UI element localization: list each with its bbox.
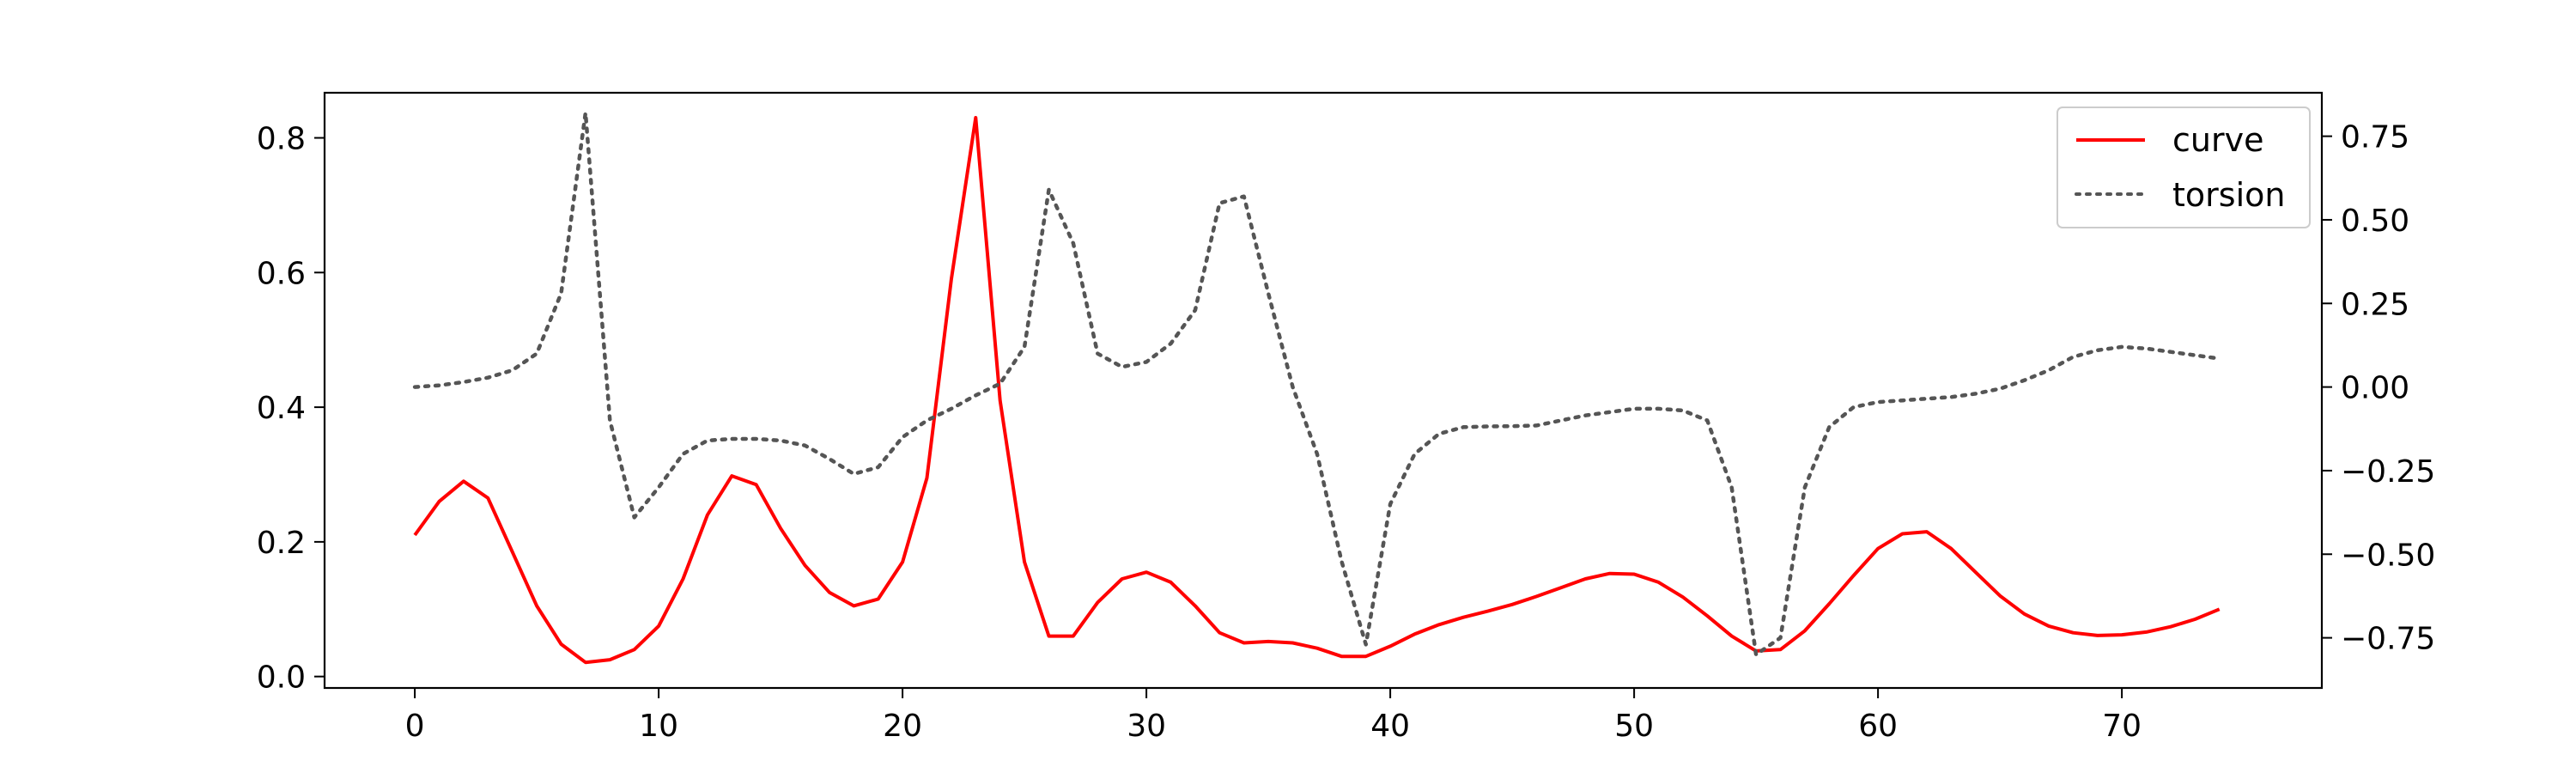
y-tick-label: 0.4	[257, 391, 306, 426]
x-tick-label: 0	[405, 709, 425, 744]
series-layer	[412, 111, 2221, 665]
y2-tick-label: 0.25	[2341, 287, 2409, 322]
series-line-torsion	[412, 111, 2221, 657]
x-axis: 0 10 20 30 40 50 60 70	[405, 688, 2142, 744]
y2-tick-label: 0.75	[2341, 120, 2409, 155]
y-axis-right: −0.75 −0.50 −0.25 0.00 0.25 0.50 0.75	[2322, 120, 2435, 657]
y2-tick-label: −0.25	[2341, 454, 2435, 490]
y2-tick-label: 0.00	[2341, 371, 2409, 406]
x-tick-label: 20	[883, 709, 922, 744]
legend-label-torsion: torsion	[2172, 176, 2285, 214]
series-line-curve	[413, 116, 2221, 665]
x-tick-label: 40	[1370, 709, 1410, 744]
x-tick-label: 30	[1127, 709, 1166, 744]
y2-tick-label: 0.50	[2341, 204, 2409, 239]
y-axis-left: 0.0 0.2 0.4 0.6 0.8	[257, 122, 325, 696]
y-tick-label: 0.0	[257, 660, 306, 696]
legend-label-curve: curve	[2172, 121, 2263, 159]
x-tick-label: 70	[2102, 709, 2142, 744]
legend: curve torsion	[2057, 107, 2311, 228]
x-tick-label: 60	[1858, 709, 1898, 744]
x-tick-label: 50	[1614, 709, 1654, 744]
y-tick-label: 0.8	[257, 122, 306, 157]
y2-tick-label: −0.50	[2341, 538, 2435, 573]
y2-tick-label: −0.75	[2341, 622, 2435, 657]
y-tick-label: 0.2	[257, 526, 306, 561]
plot-frame	[323, 91, 2324, 690]
x-tick-label: 10	[639, 709, 678, 744]
legend-box	[2057, 107, 2311, 228]
y-tick-label: 0.6	[257, 256, 306, 291]
